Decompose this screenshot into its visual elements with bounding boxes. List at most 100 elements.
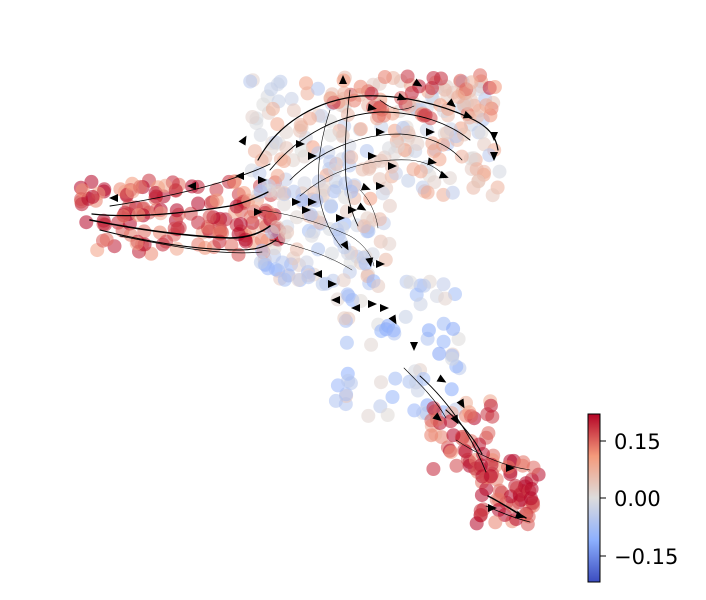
- colorbar-tick-label: −0.15: [614, 545, 678, 569]
- scatter-point: [137, 224, 152, 239]
- streamline: [403, 367, 447, 419]
- velocity-arrow: [376, 128, 385, 136]
- colorbar-tick-label: 0.00: [614, 487, 661, 511]
- scatter-point: [421, 323, 436, 338]
- scatter-point: [158, 178, 173, 193]
- scatter-point: [517, 507, 532, 522]
- scatter-point: [247, 144, 262, 159]
- scatter-point: [374, 375, 388, 390]
- scatter-point: [413, 297, 428, 312]
- scatter-point: [227, 174, 242, 189]
- scatter-point: [437, 82, 452, 97]
- scatter-point: [99, 232, 114, 247]
- scatter-point: [353, 294, 368, 308]
- scatter-point: [417, 278, 431, 293]
- velocity-arrow: [336, 214, 345, 222]
- scatter-point: [267, 241, 282, 256]
- velocity-arrow: [238, 135, 247, 146]
- scatter-point: [469, 516, 484, 531]
- scatter-point: [149, 189, 163, 204]
- scatter-point: [524, 491, 538, 506]
- velocity-arrow: [436, 374, 447, 383]
- scatter-point: [406, 162, 421, 177]
- scatter-point: [224, 238, 239, 253]
- scatter-point: [410, 136, 425, 151]
- scatter-point: [213, 223, 228, 238]
- scatter-point: [304, 228, 319, 243]
- scatter-point: [265, 209, 280, 224]
- scatter-point: [526, 460, 541, 475]
- velocity-arrow: [450, 414, 459, 425]
- streamline: [257, 95, 499, 161]
- scatter-point: [209, 193, 224, 208]
- scatter-point: [277, 197, 292, 212]
- scatter-point: [458, 444, 473, 459]
- velocity-arrows: [109, 75, 525, 519]
- scatter-point: [515, 458, 530, 473]
- velocity-arrow: [367, 103, 377, 112]
- velocity-arrow: [380, 304, 389, 312]
- velocity-arrow: [488, 504, 497, 512]
- velocity-arrow: [235, 172, 244, 180]
- scatter-point: [451, 90, 466, 104]
- scatter-point: [488, 515, 503, 530]
- velocity-arrow: [296, 140, 305, 148]
- velocity-arrow: [410, 342, 418, 351]
- velocity-arrow: [302, 206, 311, 214]
- scatter-point: [335, 128, 350, 143]
- colorbar: 0.15 0.00 −0.15: [587, 413, 678, 583]
- velocity-arrow: [490, 152, 498, 161]
- scatter-point: [270, 168, 285, 183]
- scatter-point: [299, 255, 314, 270]
- streamline: [299, 159, 447, 197]
- scatter-point: [311, 146, 326, 161]
- scatter-point: [353, 122, 368, 137]
- streamline: [359, 189, 379, 229]
- scatter-point: [466, 151, 481, 166]
- scatter-point: [385, 390, 400, 404]
- streamline: [455, 439, 531, 471]
- velocity-arrow: [412, 78, 423, 87]
- scatter-point: [469, 162, 484, 177]
- velocity-arrow: [258, 176, 267, 184]
- scatter-point: [377, 70, 392, 84]
- scatter-point: [356, 250, 371, 265]
- scatter-point: [483, 398, 498, 413]
- scatter-point: [375, 186, 390, 201]
- velocity-arrow: [388, 314, 397, 325]
- velocity-arrow: [328, 280, 337, 288]
- scatter-point: [265, 101, 280, 116]
- velocity-arrow: [490, 132, 498, 141]
- streamline: [259, 209, 375, 267]
- scatter-point: [485, 188, 500, 203]
- velocity-arrow: [376, 260, 385, 268]
- streamline: [289, 133, 463, 181]
- velocity-arrow: [356, 202, 367, 211]
- scatter-point: [323, 91, 338, 106]
- scatter-point: [444, 445, 459, 460]
- velocity-arrow: [308, 152, 317, 160]
- scatter-point: [245, 110, 260, 124]
- scatter-point: [446, 428, 461, 443]
- scatter-point: [253, 255, 268, 270]
- scatter-point: [209, 182, 224, 197]
- scatter-point: [342, 138, 357, 153]
- scatter-point: [169, 203, 184, 218]
- scatter-point: [341, 373, 356, 388]
- velocity-arrow: [292, 198, 301, 206]
- velocity-streamlines: [89, 89, 531, 523]
- velocity-arrow: [368, 152, 377, 160]
- scatter-point: [436, 334, 451, 349]
- scatter-point: [159, 234, 174, 249]
- scatter-point: [323, 198, 338, 213]
- velocity-arrow: [109, 194, 118, 202]
- scatter-point: [284, 91, 299, 106]
- scatter-point: [482, 148, 497, 163]
- scatter-point: [440, 125, 454, 140]
- scatter-point: [464, 75, 479, 90]
- velocity-arrow: [368, 300, 377, 308]
- scatter-point: [293, 117, 308, 132]
- scatter-point: [168, 183, 183, 198]
- scatter-point: [75, 183, 90, 198]
